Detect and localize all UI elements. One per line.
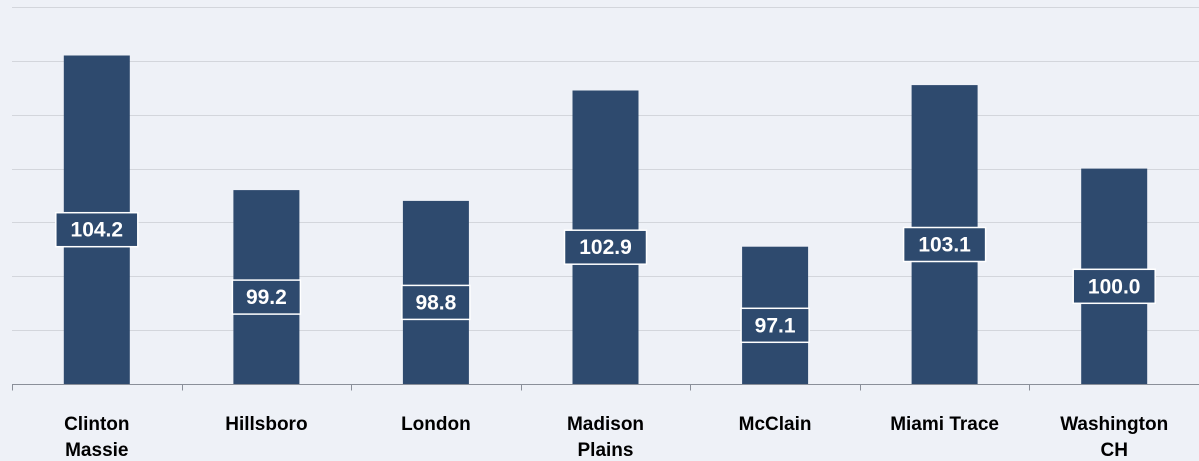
category-label: Clinton Massie [64, 414, 129, 461]
category-label-line: CH [1100, 440, 1127, 461]
data-label: 102.9 [563, 229, 648, 265]
data-label-box [55, 211, 139, 248]
category-label: Washington CH [1060, 414, 1168, 461]
data-label: 100.0 [1072, 268, 1156, 305]
x-axis [12, 384, 1199, 391]
data-label-text: 104.2 [71, 219, 124, 242]
data-labels: 104.2 99.2 98.8 102.9 97.1 103.1 100.0 [55, 211, 1156, 344]
data-label-box [231, 279, 302, 315]
category-label-line: Hillsboro [225, 414, 307, 435]
data-label-text: 98.8 [415, 291, 456, 314]
data-label-text: 102.9 [579, 236, 632, 259]
data-label: 98.8 [401, 284, 471, 321]
category-label-line: Plains [578, 440, 634, 461]
data-label: 97.1 [740, 307, 810, 344]
data-label-text: 103.1 [918, 234, 971, 257]
category-label: Madison Plains [567, 414, 644, 461]
category-label: Hillsboro [225, 414, 307, 435]
category-labels: Clinton Massie Hillsboro London Madison Plain… [64, 414, 1168, 461]
category-label-line: McClain [739, 414, 812, 435]
data-label-box [563, 229, 648, 265]
data-label-box [902, 226, 987, 263]
category-label-line: London [401, 414, 471, 435]
category-label: McClain [739, 414, 812, 435]
category-label-line: Massie [65, 440, 128, 461]
category-label-line: Madison [567, 414, 644, 435]
data-label-text: 97.1 [755, 314, 796, 337]
data-label-text: 99.2 [246, 286, 287, 309]
bars [63, 55, 1148, 384]
category-label: London [401, 414, 471, 435]
data-label-text: 100.0 [1088, 275, 1141, 298]
category-label-line: Clinton [64, 414, 129, 435]
data-label: 103.1 [902, 226, 987, 263]
category-label: Miami Trace [890, 414, 999, 435]
category-label-line: Miami Trace [890, 414, 999, 435]
data-label: 99.2 [231, 279, 302, 315]
data-label: 104.2 [55, 211, 139, 248]
data-label-box [401, 284, 471, 321]
data-label-box [740, 307, 810, 344]
category-label-line: Washington [1060, 414, 1168, 435]
data-label-box [1072, 268, 1156, 305]
